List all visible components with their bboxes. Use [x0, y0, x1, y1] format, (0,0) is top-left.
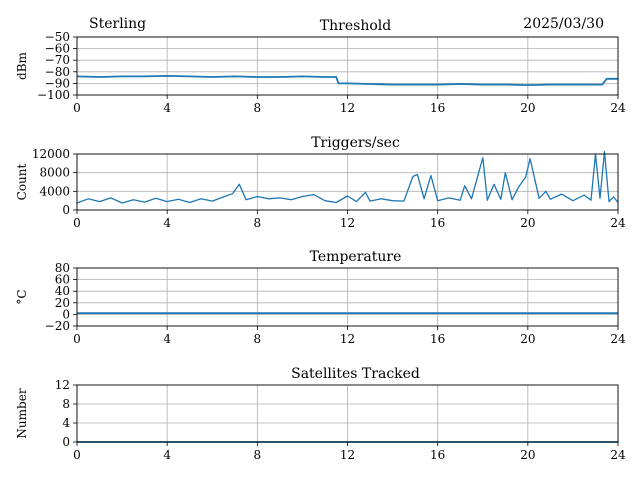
- panel-triggers: 0 4 8 12 16 20 24 0 4000 8000 12000 Triggers/sec Cou…: [15, 135, 626, 230]
- satellites-ytick-label-1: 4: [62, 416, 70, 430]
- triggers-ytick-label-0: 0: [62, 203, 70, 217]
- panel-threshold: 0 4 8 12 16 20 24 −50−60−70−80−90−100 Threshold d…: [15, 18, 626, 115]
- threshold-series-line-0: [76, 75, 618, 86]
- temperature-ytick-label-3: 40: [55, 284, 70, 298]
- satellites-ytick-label-0: 0: [62, 435, 70, 449]
- threshold-title: Threshold: [320, 18, 391, 34]
- temperature-ylabel: °C: [15, 289, 29, 304]
- satellites-xtick-label-2: 8: [254, 448, 262, 462]
- temperature-ytick-label-1: 0: [62, 307, 70, 321]
- triggers-xtick-label-4: 16: [430, 216, 445, 230]
- threshold-ytick-label-0: −50: [45, 30, 70, 44]
- triggers-xtick-label-2: 8: [254, 216, 262, 230]
- threshold-xtick-label-1: 4: [163, 101, 171, 115]
- satellites-xtick-label-5: 20: [520, 448, 535, 462]
- triggers-xtick-label-6: 24: [610, 216, 626, 230]
- triggers-ytick-label-1: 4000: [39, 184, 70, 198]
- threshold-ytick-label-2: −70: [45, 53, 70, 67]
- satellites-xtick-label-1: 4: [163, 448, 171, 462]
- temperature-ytick-label-5: 80: [55, 261, 70, 275]
- temperature-xtick-label-0: 0: [73, 332, 81, 346]
- satellites-xtick-label-0: 0: [73, 448, 81, 462]
- threshold-ylabel: dBm: [15, 51, 29, 80]
- temperature-title: Temperature: [310, 249, 402, 265]
- threshold-ytick-label-4: −90: [45, 76, 70, 90]
- threshold-xtick-label-2: 8: [254, 101, 262, 115]
- temperature-xtick-label-2: 8: [254, 332, 262, 346]
- temperature-xtick-label-3: 12: [340, 332, 355, 346]
- threshold-xtick-label-3: 12: [340, 101, 355, 115]
- triggers-ylabel: Count: [15, 163, 29, 200]
- threshold-xtick-label-5: 20: [520, 101, 535, 115]
- triggers-ytick-label-2: 8000: [39, 166, 70, 180]
- temperature-ytick-label-4: 60: [55, 273, 70, 287]
- triggers-series-line-0: [76, 151, 619, 204]
- temperature-xtick-label-4: 16: [430, 332, 445, 346]
- panel-satellites: 0 4 8 12 16 20 24 0 4 8 12 Satellites Tracked Number: [15, 366, 626, 462]
- triggers-xtick-label-3: 12: [340, 216, 355, 230]
- satellites-ytick-label-2: 8: [62, 397, 70, 411]
- threshold-ytick-label-3: −80: [45, 65, 70, 79]
- temperature-ytick-label-2: 20: [55, 296, 70, 310]
- threshold-ytick-label-1: −60: [45, 42, 70, 56]
- threshold-xtick-label-6: 24: [610, 101, 626, 115]
- temperature-xtick-label-1: 4: [163, 332, 171, 346]
- station-name: Sterling: [89, 16, 146, 32]
- triggers-xtick-label-1: 4: [163, 216, 171, 230]
- threshold-xtick-label-4: 16: [430, 101, 445, 115]
- temperature-ytick-label-0: −20: [45, 319, 70, 333]
- triggers-ytick-label-3: 12000: [32, 147, 70, 161]
- satellites-ytick-label-3: 12: [55, 378, 70, 392]
- triggers-xtick-label-5: 20: [520, 216, 535, 230]
- triggers-xtick-label-0: 0: [73, 216, 81, 230]
- satellites-xtick-label-6: 24: [610, 448, 626, 462]
- report-date: 2025/03/30: [523, 16, 604, 32]
- satellites-xtick-label-3: 12: [340, 448, 355, 462]
- chart-panels: 0 4 8 12 16 20 24 −50−60−70−80−90−100 Threshold d…: [15, 18, 626, 462]
- threshold-xtick-label-0: 0: [73, 101, 81, 115]
- satellites-xtick-label-4: 16: [430, 448, 445, 462]
- temperature-xtick-label-6: 24: [610, 332, 626, 346]
- threshold-ytick-label-5: −100: [37, 88, 70, 102]
- triggers-title: Triggers/sec: [311, 135, 400, 151]
- temperature-xtick-label-5: 20: [520, 332, 535, 346]
- satellites-ylabel: Number: [15, 388, 29, 438]
- satellites-title: Satellites Tracked: [291, 366, 420, 382]
